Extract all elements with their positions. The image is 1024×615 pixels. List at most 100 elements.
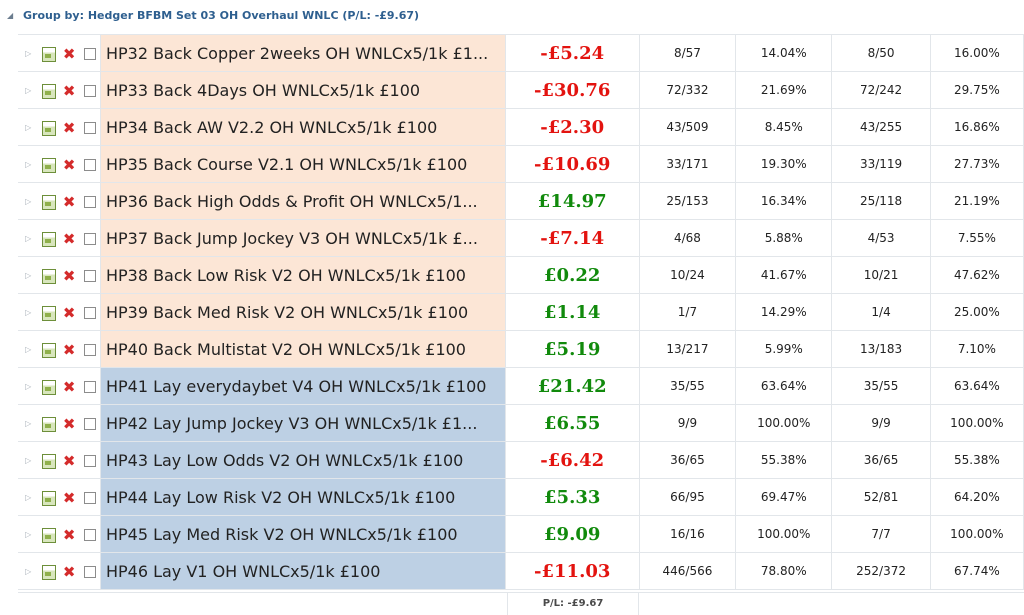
- calendar-icon: [41, 379, 56, 395]
- checkbox-icon: [83, 48, 96, 60]
- edit-button[interactable]: [38, 256, 59, 294]
- table-row[interactable]: ▷ ✖ HP40 Back Multistat V2 OH WNLCx5/1k £1…: [18, 330, 1024, 368]
- x-icon: ✖: [62, 81, 76, 100]
- delete-button[interactable]: ✖: [58, 293, 80, 331]
- placed-ratio: 8/50: [831, 34, 931, 72]
- edit-button[interactable]: [38, 515, 59, 553]
- table-row[interactable]: ▷ ✖ HP32 Back Copper 2weeks OH WNLCx5/1k £…: [18, 34, 1024, 72]
- row-checkbox[interactable]: [79, 293, 101, 331]
- table-row[interactable]: ▷ ✖ HP45 Lay Med Risk V2 OH WNLCx5/1k £100…: [18, 515, 1024, 553]
- placed-ratio: 52/81: [831, 478, 931, 516]
- table-row[interactable]: ▷ ✖ HP44 Lay Low Risk V2 OH WNLCx5/1k £100…: [18, 478, 1024, 516]
- delete-button[interactable]: ✖: [58, 71, 80, 109]
- expand-row-icon[interactable]: ▷: [18, 182, 39, 220]
- x-icon: ✖: [62, 377, 76, 396]
- placed-ratio: 13/183: [831, 330, 931, 368]
- expand-row-icon[interactable]: ▷: [18, 256, 39, 294]
- delete-button[interactable]: ✖: [58, 108, 80, 146]
- edit-button[interactable]: [38, 293, 59, 331]
- delete-button[interactable]: ✖: [58, 182, 80, 220]
- row-checkbox[interactable]: [79, 182, 101, 220]
- delete-button[interactable]: ✖: [58, 552, 80, 590]
- edit-button[interactable]: [38, 145, 59, 183]
- row-checkbox[interactable]: [79, 145, 101, 183]
- row-checkbox[interactable]: [79, 552, 101, 590]
- table-row[interactable]: ▷ ✖ HP46 Lay V1 OH WNLCx5/1k £100 -£11.03 44…: [18, 552, 1024, 590]
- expand-row-icon[interactable]: ▷: [18, 34, 39, 72]
- group-header[interactable]: ◢ Group by: Hedger BFBM Set 03 OH Overha…: [0, 0, 1024, 30]
- row-checkbox[interactable]: [79, 441, 101, 479]
- delete-button[interactable]: ✖: [58, 367, 80, 405]
- delete-button[interactable]: ✖: [58, 515, 80, 553]
- table-row[interactable]: ▷ ✖ HP37 Back Jump Jockey V3 OH WNLCx5/1k …: [18, 219, 1024, 257]
- calendar-icon: [41, 83, 56, 99]
- footer-total-pl: P/L: -£9.67: [507, 593, 639, 615]
- delete-button[interactable]: ✖: [58, 478, 80, 516]
- placed-percent: 67.74%: [930, 552, 1024, 590]
- delete-button[interactable]: ✖: [58, 34, 80, 72]
- expand-row-icon[interactable]: ▷: [18, 293, 39, 331]
- edit-button[interactable]: [38, 219, 59, 257]
- checkbox-icon: [83, 270, 96, 282]
- edit-button[interactable]: [38, 404, 59, 442]
- checkbox-icon: [83, 85, 96, 97]
- table-row[interactable]: ▷ ✖ HP39 Back Med Risk V2 OH WNLCx5/1k £10…: [18, 293, 1024, 331]
- row-checkbox[interactable]: [79, 34, 101, 72]
- table-row[interactable]: ▷ ✖ HP34 Back AW V2.2 OH WNLCx5/1k £100 -£2…: [18, 108, 1024, 146]
- row-checkbox[interactable]: [79, 71, 101, 109]
- delete-button[interactable]: ✖: [58, 145, 80, 183]
- edit-button[interactable]: [38, 34, 59, 72]
- expand-row-icon[interactable]: ▷: [18, 515, 39, 553]
- edit-button[interactable]: [38, 182, 59, 220]
- row-checkbox[interactable]: [79, 256, 101, 294]
- delete-button[interactable]: ✖: [58, 256, 80, 294]
- edit-button[interactable]: [38, 478, 59, 516]
- expand-row-icon[interactable]: ▷: [18, 71, 39, 109]
- checkbox-icon: [83, 344, 96, 356]
- table-row[interactable]: ▷ ✖ HP35 Back Course V2.1 OH WNLCx5/1k £10…: [18, 145, 1024, 183]
- table-row[interactable]: ▷ ✖ HP38 Back Low Risk V2 OH WNLCx5/1k £10…: [18, 256, 1024, 294]
- row-checkbox[interactable]: [79, 404, 101, 442]
- row-checkbox[interactable]: [79, 367, 101, 405]
- delete-button[interactable]: ✖: [58, 441, 80, 479]
- row-checkbox[interactable]: [79, 330, 101, 368]
- placed-ratio: 1/4: [831, 293, 931, 331]
- system-name: HP35 Back Course V2.1 OH WNLCx5/1k £100: [100, 145, 506, 183]
- expand-row-icon[interactable]: ▷: [18, 108, 39, 146]
- delete-button[interactable]: ✖: [58, 330, 80, 368]
- row-checkbox[interactable]: [79, 219, 101, 257]
- edit-button[interactable]: [38, 441, 59, 479]
- expand-row-icon[interactable]: ▷: [18, 441, 39, 479]
- expand-row-icon[interactable]: ▷: [18, 219, 39, 257]
- expand-row-icon[interactable]: ▷: [18, 330, 39, 368]
- table-row[interactable]: ▷ ✖ HP33 Back 4Days OH WNLCx5/1k £100 -£30.…: [18, 71, 1024, 109]
- collapse-caret-icon[interactable]: ◢: [7, 10, 14, 20]
- x-icon: ✖: [62, 229, 76, 248]
- placed-percent: 16.00%: [930, 34, 1024, 72]
- table-row[interactable]: ▷ ✖ HP42 Lay Jump Jockey V3 OH WNLCx5/1k £…: [18, 404, 1024, 442]
- expand-row-icon[interactable]: ▷: [18, 478, 39, 516]
- table-row[interactable]: ▷ ✖ HP36 Back High Odds & Profit OH WNLCx5…: [18, 182, 1024, 220]
- delete-button[interactable]: ✖: [58, 219, 80, 257]
- expand-row-icon[interactable]: ▷: [18, 404, 39, 442]
- edit-button[interactable]: [38, 330, 59, 368]
- checkbox-icon: [83, 196, 96, 208]
- win-percent: 41.67%: [735, 256, 833, 294]
- win-percent: 55.38%: [735, 441, 833, 479]
- table-row[interactable]: ▷ ✖ HP41 Lay everydaybet V4 OH WNLCx5/1k £…: [18, 367, 1024, 405]
- expand-row-icon[interactable]: ▷: [18, 367, 39, 405]
- edit-button[interactable]: [38, 71, 59, 109]
- edit-button[interactable]: [38, 367, 59, 405]
- system-name: HP45 Lay Med Risk V2 OH WNLCx5/1k £100: [100, 515, 506, 553]
- delete-button[interactable]: ✖: [58, 404, 80, 442]
- profit-loss: £5.19: [505, 330, 640, 368]
- expand-row-icon[interactable]: ▷: [18, 552, 39, 590]
- table-row[interactable]: ▷ ✖ HP43 Lay Low Odds V2 OH WNLCx5/1k £100…: [18, 441, 1024, 479]
- expand-row-icon[interactable]: ▷: [18, 145, 39, 183]
- edit-button[interactable]: [38, 108, 59, 146]
- row-checkbox[interactable]: [79, 478, 101, 516]
- edit-button[interactable]: [38, 552, 59, 590]
- profit-loss: £6.55: [505, 404, 640, 442]
- row-checkbox[interactable]: [79, 108, 101, 146]
- row-checkbox[interactable]: [79, 515, 101, 553]
